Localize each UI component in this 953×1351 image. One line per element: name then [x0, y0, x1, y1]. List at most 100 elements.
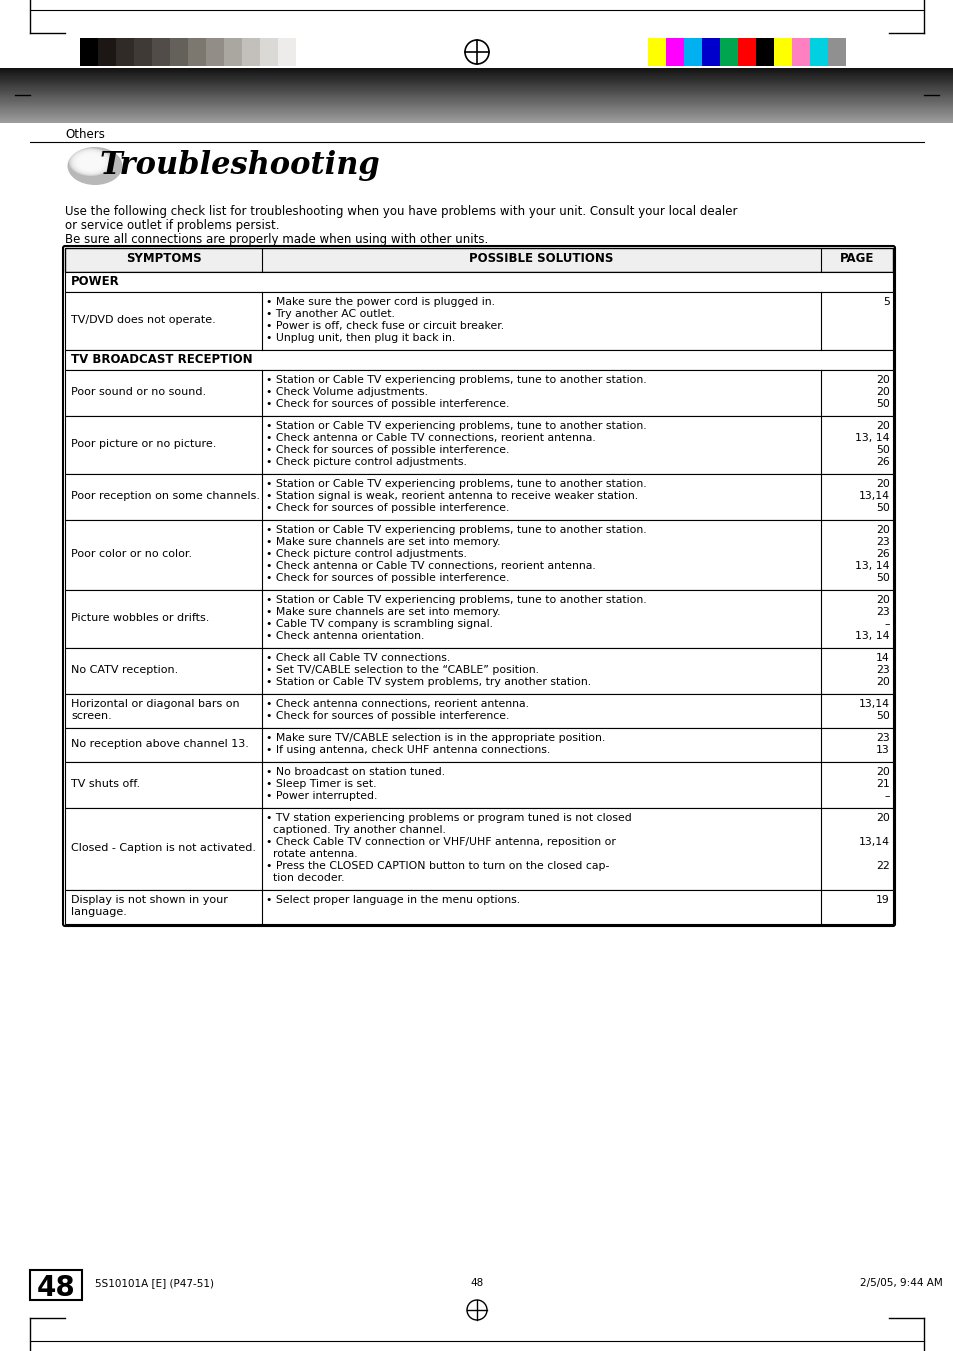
Bar: [295, 38, 314, 66]
Text: 50: 50: [875, 399, 889, 409]
Bar: [0, 105, 953, 108]
Bar: [0, 95, 953, 96]
Bar: [65, 728, 892, 762]
Text: • Station or Cable TV experiencing problems, tune to another station.: • Station or Cable TV experiencing probl…: [266, 594, 646, 605]
Text: TV/DVD does not operate.: TV/DVD does not operate.: [71, 315, 215, 326]
Text: • Station or Cable TV experiencing problems, tune to another station.: • Station or Cable TV experiencing probl…: [266, 422, 646, 431]
Bar: [98, 38, 116, 66]
Text: 14: 14: [876, 653, 889, 663]
Text: screen.: screen.: [71, 711, 112, 721]
Text: • Try another AC outlet.: • Try another AC outlet.: [266, 309, 395, 319]
Text: or service outlet if problems persist.: or service outlet if problems persist.: [65, 219, 279, 232]
Bar: [0, 81, 953, 82]
Ellipse shape: [85, 158, 96, 166]
Ellipse shape: [72, 150, 110, 174]
Ellipse shape: [81, 155, 100, 169]
Bar: [80, 38, 98, 66]
Bar: [647, 38, 665, 66]
Text: • Cable TV company is scrambling signal.: • Cable TV company is scrambling signal.: [266, 619, 493, 630]
Bar: [65, 249, 892, 272]
Bar: [701, 38, 720, 66]
Ellipse shape: [79, 154, 103, 170]
Text: 48: 48: [470, 1278, 483, 1288]
Text: 26: 26: [876, 549, 889, 559]
Text: 23: 23: [876, 734, 889, 743]
Bar: [0, 115, 953, 116]
Text: • Check picture control adjustments.: • Check picture control adjustments.: [266, 457, 466, 467]
Bar: [809, 38, 827, 66]
Text: –: –: [883, 619, 889, 630]
Text: 50: 50: [875, 503, 889, 513]
Bar: [0, 109, 953, 111]
Text: • Check for sources of possible interference.: • Check for sources of possible interfer…: [266, 503, 509, 513]
Text: 13,14: 13,14: [858, 698, 889, 709]
Bar: [65, 292, 892, 350]
Bar: [65, 416, 892, 474]
Text: 48: 48: [36, 1274, 75, 1302]
Text: • Make sure channels are set into memory.: • Make sure channels are set into memory…: [266, 607, 500, 617]
Text: 13, 14: 13, 14: [855, 631, 889, 640]
Text: • Select proper language in the menu options.: • Select proper language in the menu opt…: [266, 894, 519, 905]
Bar: [277, 38, 295, 66]
Bar: [0, 101, 953, 103]
Text: • Check Volume adjustments.: • Check Volume adjustments.: [266, 386, 428, 397]
Text: • Check for sources of possible interference.: • Check for sources of possible interfer…: [266, 573, 509, 584]
Ellipse shape: [74, 151, 108, 173]
Text: • Check antenna orientation.: • Check antenna orientation.: [266, 631, 424, 640]
Text: 13,14: 13,14: [858, 838, 889, 847]
Text: • Station or Cable TV experiencing problems, tune to another station.: • Station or Cable TV experiencing probl…: [266, 526, 646, 535]
Bar: [827, 38, 845, 66]
Bar: [0, 116, 953, 118]
Text: • Power is off, check fuse or circuit breaker.: • Power is off, check fuse or circuit br…: [266, 322, 503, 331]
Text: 5S​10101A [E] (P47-51): 5S​10101A [E] (P47-51): [95, 1278, 213, 1288]
Bar: [0, 68, 953, 69]
Bar: [206, 38, 224, 66]
Ellipse shape: [71, 150, 111, 174]
Ellipse shape: [76, 153, 106, 172]
Text: 20: 20: [875, 767, 889, 777]
Bar: [242, 38, 260, 66]
Text: 23: 23: [876, 665, 889, 676]
Bar: [65, 590, 892, 648]
Text: Use the following check list for troubleshooting when you have problems with you: Use the following check list for trouble…: [65, 205, 737, 218]
Text: Closed - Caption is not activated.: Closed - Caption is not activated.: [71, 843, 255, 852]
Bar: [65, 648, 892, 694]
Bar: [755, 38, 773, 66]
Text: 13, 14: 13, 14: [855, 434, 889, 443]
Bar: [0, 100, 953, 103]
Bar: [665, 38, 683, 66]
Text: 22: 22: [876, 861, 889, 871]
Text: • Unplug unit, then plug it back in.: • Unplug unit, then plug it back in.: [266, 332, 455, 343]
Bar: [0, 69, 953, 70]
Bar: [0, 107, 953, 108]
Bar: [0, 85, 953, 86]
Bar: [0, 96, 953, 97]
Text: SYMPTOMS: SYMPTOMS: [126, 253, 201, 265]
Text: Poor sound or no sound.: Poor sound or no sound.: [71, 386, 206, 397]
Bar: [65, 762, 892, 808]
Text: • Station or Cable TV experiencing problems, tune to another station.: • Station or Cable TV experiencing probl…: [266, 480, 646, 489]
Text: Be sure all connections are properly made when using with other units.: Be sure all connections are properly mad…: [65, 232, 488, 246]
Bar: [683, 38, 701, 66]
Bar: [0, 95, 953, 97]
Text: Display is not shown in your: Display is not shown in your: [71, 894, 228, 905]
Text: 26: 26: [876, 457, 889, 467]
Bar: [0, 99, 953, 100]
Bar: [65, 808, 892, 890]
Text: 20: 20: [875, 813, 889, 823]
Bar: [0, 77, 953, 78]
Text: • Check antenna or Cable TV connections, reorient antenna.: • Check antenna or Cable TV connections,…: [266, 561, 595, 571]
Text: PAGE: PAGE: [839, 253, 873, 265]
Text: • If using antenna, check UHF antenna connections.: • If using antenna, check UHF antenna co…: [266, 744, 550, 755]
Text: 20: 20: [875, 376, 889, 385]
Text: • Press the CLOSED CAPTION button to turn on the closed cap-: • Press the CLOSED CAPTION button to tur…: [266, 861, 609, 871]
Bar: [791, 38, 809, 66]
Bar: [0, 100, 953, 101]
Text: No reception above channel 13.: No reception above channel 13.: [71, 739, 249, 748]
Bar: [65, 694, 892, 728]
Text: –: –: [883, 790, 889, 801]
Text: 13, 14: 13, 14: [855, 561, 889, 571]
Text: tion decoder.: tion decoder.: [266, 873, 344, 884]
Bar: [0, 112, 953, 115]
Text: • TV station experiencing problems or program tuned is not closed: • TV station experiencing problems or pr…: [266, 813, 631, 823]
